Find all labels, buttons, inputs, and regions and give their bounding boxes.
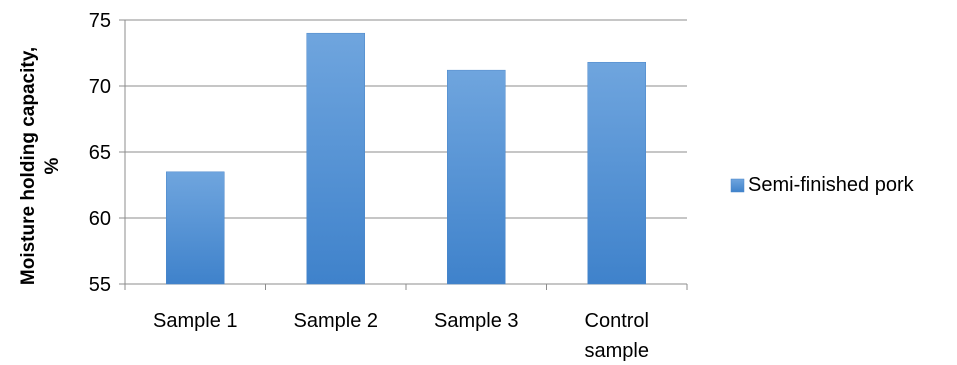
y-tick-label: 60	[89, 208, 111, 230]
y-axis-title-line: %	[42, 157, 63, 174]
bar-sample-3	[447, 69, 506, 285]
y-tick-label: 70	[89, 76, 111, 98]
y-axis-title-group: Moisture holding capacity,%	[18, 47, 63, 285]
x-tick-label: Sample 1	[153, 310, 238, 332]
legend-label: Semi-finished pork	[748, 174, 915, 196]
legend-swatch	[730, 178, 745, 193]
bar-sample-1	[166, 171, 225, 285]
legend: Semi-finished pork	[730, 174, 915, 196]
y-tick-label: 55	[89, 274, 111, 296]
x-tick-labels: Sample 1 Sample 2 Sample 3 Control sample	[153, 310, 649, 362]
x-tick-label: Sample 3	[434, 310, 519, 332]
bar-sample-2	[306, 32, 365, 285]
x-tick-label: Control	[585, 310, 649, 332]
y-axis-title: Moisture holding capacity,%	[18, 47, 63, 285]
y-axis-title-line: Moisture holding capacity,	[18, 47, 39, 285]
x-tick-label: Sample 2	[294, 310, 379, 332]
y-tick-label: 75	[89, 10, 111, 32]
y-tick-labels: 55 60 65 70 75	[89, 10, 111, 296]
x-tick-label: sample	[585, 340, 649, 362]
bar-control-sample	[587, 61, 646, 285]
bars	[166, 32, 646, 285]
y-tick-label: 65	[89, 142, 111, 164]
